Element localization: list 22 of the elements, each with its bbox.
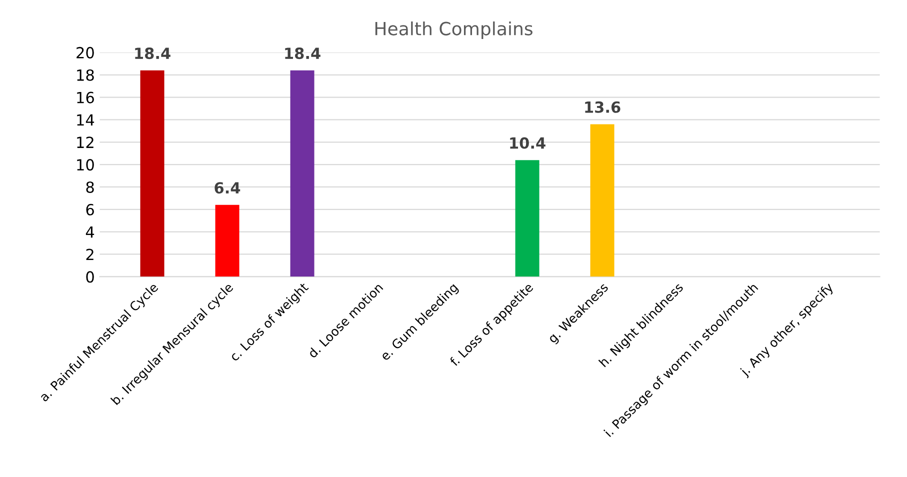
- y-tick-label: 16: [77, 92, 94, 104]
- y-tick-label: 20: [76, 46, 94, 58]
- y-tick-label: 14: [77, 114, 94, 126]
- data-label: 10.4: [510, 137, 546, 149]
- bar: [515, 160, 540, 277]
- y-tick-label: 10: [77, 159, 94, 171]
- y-tick-label: 0: [86, 271, 94, 283]
- bar: [290, 70, 314, 277]
- bar: [140, 70, 164, 277]
- data-label: 13.6: [585, 101, 620, 113]
- data-label: 18.4: [285, 48, 320, 60]
- y-tick-label: 12: [77, 136, 94, 148]
- y-tick-label: 18: [77, 69, 94, 81]
- y-tick-label: 2: [86, 248, 94, 260]
- data-label: 18.4: [135, 48, 170, 60]
- y-tick-label: 4: [86, 226, 94, 238]
- chart-title: Health Complains: [375, 21, 532, 39]
- data-label: 6.4: [214, 182, 240, 194]
- y-tick-label: 6: [86, 204, 94, 216]
- y-tick-label: 8: [86, 181, 94, 194]
- bar: [215, 204, 240, 277]
- bar: [590, 124, 614, 277]
